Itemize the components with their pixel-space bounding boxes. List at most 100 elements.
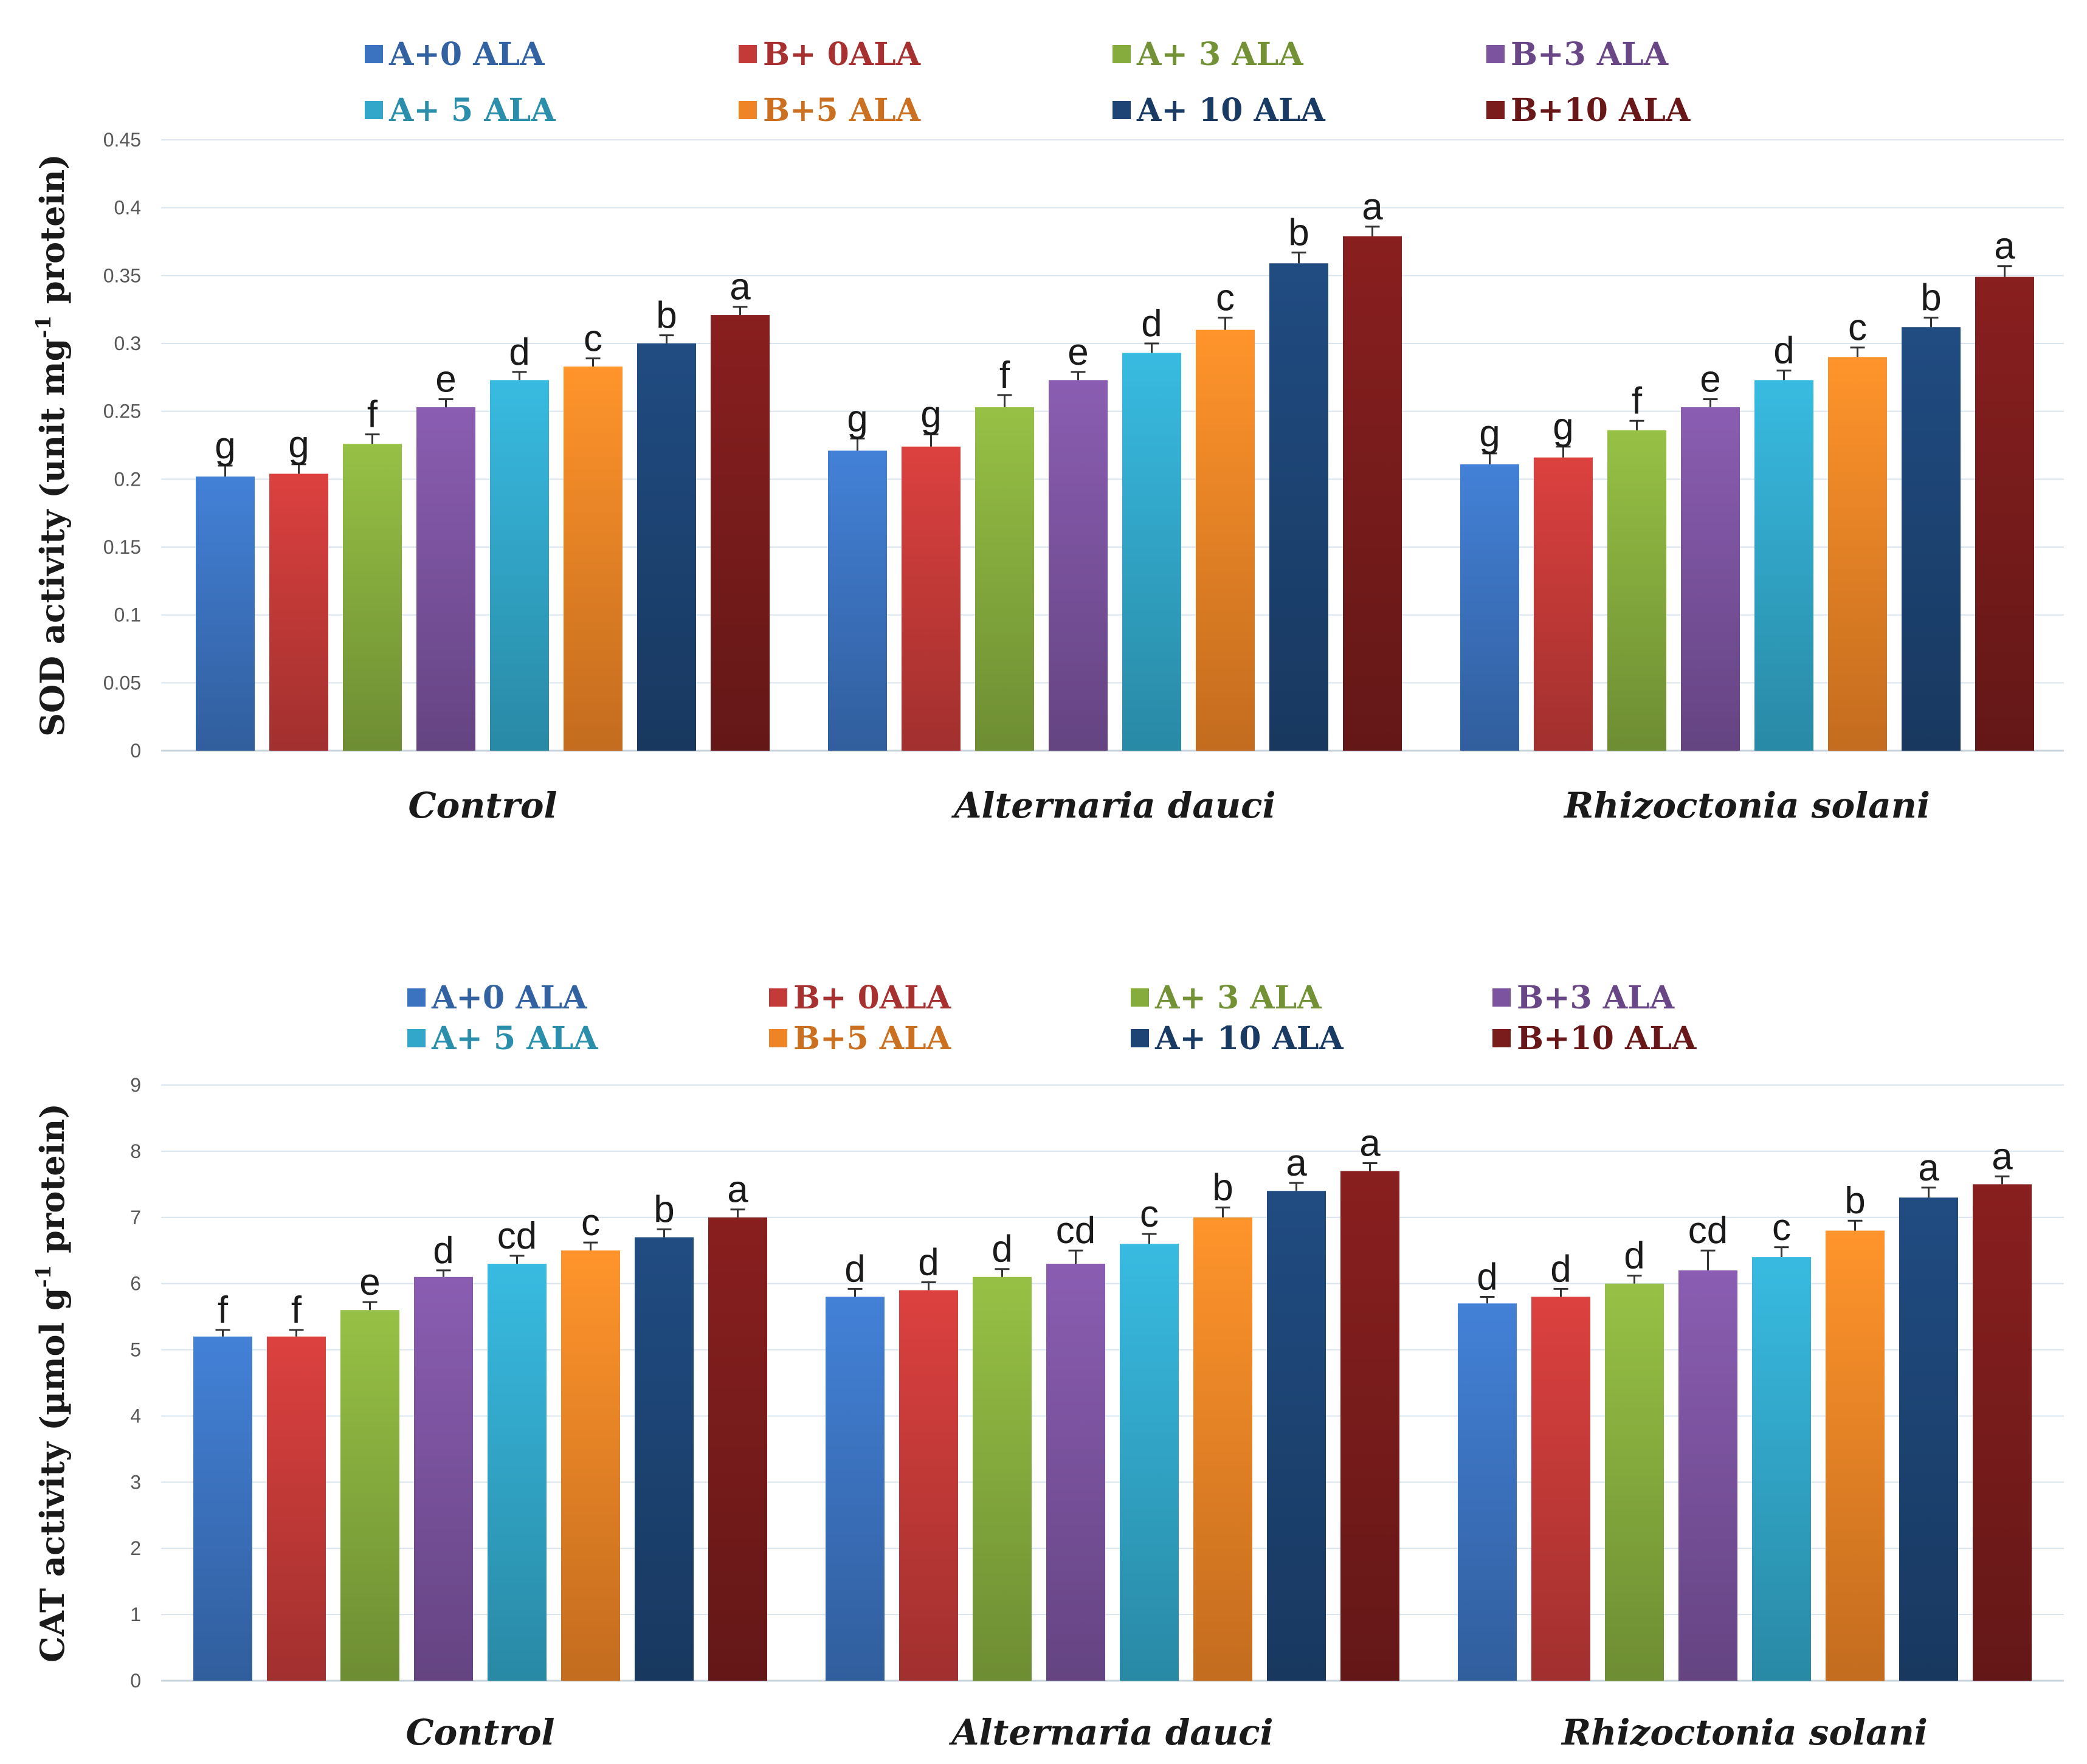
bar xyxy=(1340,1171,1399,1681)
significance-letter: e xyxy=(359,1261,380,1303)
significance-letter: a xyxy=(1362,186,1383,228)
significance-letter: c xyxy=(581,1202,600,1244)
bar xyxy=(1046,1264,1105,1681)
legend-swatch xyxy=(1112,45,1131,63)
y-tick-label: 3 xyxy=(130,1471,141,1493)
bar xyxy=(711,315,770,751)
bar xyxy=(1752,1257,1811,1681)
bar xyxy=(1826,1230,1885,1681)
bar xyxy=(193,1336,252,1681)
y-tick-label: 0.3 xyxy=(114,332,141,354)
legend-label: A+ 3 ALA xyxy=(1154,979,1322,1016)
y-tick-label: 2 xyxy=(130,1537,141,1559)
significance-letter: f xyxy=(291,1289,302,1331)
legend-swatch xyxy=(1486,101,1505,119)
significance-letter: a xyxy=(727,1169,748,1211)
legend-label: B+5 ALA xyxy=(793,1020,951,1057)
bar xyxy=(416,407,475,751)
y-tick-label: 1 xyxy=(130,1604,141,1625)
y-tick-label: 0.45 xyxy=(103,129,141,151)
legend-swatch xyxy=(739,101,757,119)
bar xyxy=(637,343,696,751)
legend-label: A+0 ALA xyxy=(388,36,545,73)
legend-swatch xyxy=(1486,45,1505,63)
category-label: Alternaria dauci xyxy=(951,785,1275,826)
legend-swatch xyxy=(365,45,383,63)
significance-letter: c xyxy=(584,318,602,360)
bar xyxy=(561,1250,620,1681)
significance-letter: c xyxy=(1216,277,1235,319)
significance-letter: d xyxy=(844,1248,865,1290)
significance-letter: a xyxy=(1918,1147,1939,1189)
significance-letter: f xyxy=(999,354,1010,396)
significance-letter: cd xyxy=(497,1215,537,1257)
legend-label: A+ 10 ALA xyxy=(1136,92,1325,129)
category-label: Alternaria dauci xyxy=(948,1712,1273,1753)
legend-label: A+ 10 ALA xyxy=(1154,1020,1344,1057)
legend-label: B+ 0ALA xyxy=(763,36,921,73)
bar xyxy=(1607,430,1666,751)
significance-letter: b xyxy=(1212,1166,1233,1208)
legend-label: B+5 ALA xyxy=(763,92,921,129)
significance-letter: f xyxy=(367,394,378,436)
y-tick-label: 0 xyxy=(130,1670,141,1692)
significance-letter: c xyxy=(1140,1193,1159,1235)
significance-letter: g xyxy=(847,398,868,439)
significance-letter: d xyxy=(992,1228,1012,1270)
y-tick-label: 0.2 xyxy=(114,468,141,490)
bar xyxy=(899,1290,958,1681)
legend-swatch xyxy=(407,1029,426,1047)
significance-letter: b xyxy=(1288,212,1309,253)
significance-letter: g xyxy=(215,425,235,467)
bar xyxy=(564,366,623,751)
significance-letter: c xyxy=(1772,1207,1791,1249)
bar xyxy=(1049,380,1108,751)
significance-letter: e xyxy=(1700,359,1720,401)
legend-swatch xyxy=(1112,101,1131,119)
bar xyxy=(1828,357,1887,751)
legend: A+0 ALA B+ 0ALA A+ 3 ALA B+3 ALA A+ 5 ALA B+5… xyxy=(365,36,1691,129)
bar xyxy=(488,1264,547,1681)
bar xyxy=(1534,457,1593,751)
legend-swatch xyxy=(1492,988,1511,1007)
legend-label: B+10 ALA xyxy=(1517,1020,1697,1057)
y-tick-label: 8 xyxy=(130,1140,141,1162)
bar xyxy=(414,1276,473,1681)
bar xyxy=(1458,1303,1517,1681)
significance-letter: c xyxy=(1848,307,1867,349)
significance-letter: e xyxy=(435,359,456,401)
bar xyxy=(708,1217,767,1681)
y-tick-label: 4 xyxy=(130,1405,141,1427)
category-label: Rhizoctonia solani xyxy=(1563,785,1930,826)
significance-letter: d xyxy=(1550,1248,1571,1290)
legend-label: B+10 ALA xyxy=(1511,92,1691,129)
significance-letter: a xyxy=(730,266,751,308)
bar xyxy=(1193,1217,1252,1681)
significance-letter: e xyxy=(1068,331,1088,373)
bar xyxy=(340,1310,399,1681)
bar xyxy=(1754,380,1813,751)
legend-label: B+3 ALA xyxy=(1517,979,1675,1016)
bar xyxy=(267,1336,326,1681)
significance-letter: a xyxy=(1992,1135,2013,1177)
y-tick-label: 0.35 xyxy=(103,264,141,286)
bar xyxy=(343,444,402,751)
legend-swatch xyxy=(1131,988,1149,1007)
significance-letter: f xyxy=(218,1289,229,1331)
significance-letter: a xyxy=(1286,1142,1307,1184)
y-tick-label: 9 xyxy=(130,1074,141,1096)
bar xyxy=(1343,236,1402,751)
bar xyxy=(1605,1283,1664,1681)
significance-letter: g xyxy=(920,394,941,436)
y-tick-label: 0.05 xyxy=(103,672,141,694)
y-tick-label: 0.15 xyxy=(103,536,141,558)
significance-letter: d xyxy=(1624,1235,1644,1277)
y-tick-label: 0.1 xyxy=(114,604,141,626)
legend-label: A+ 5 ALA xyxy=(431,1020,598,1057)
legend-label: B+3 ALA xyxy=(1511,36,1669,73)
legend: A+0 ALA B+ 0ALA A+ 3 ALA B+3 ALA A+ 5 ALA B+5… xyxy=(407,979,1697,1057)
bar xyxy=(826,1297,885,1681)
legend-swatch xyxy=(1492,1029,1511,1047)
significance-letter: d xyxy=(1773,330,1794,372)
